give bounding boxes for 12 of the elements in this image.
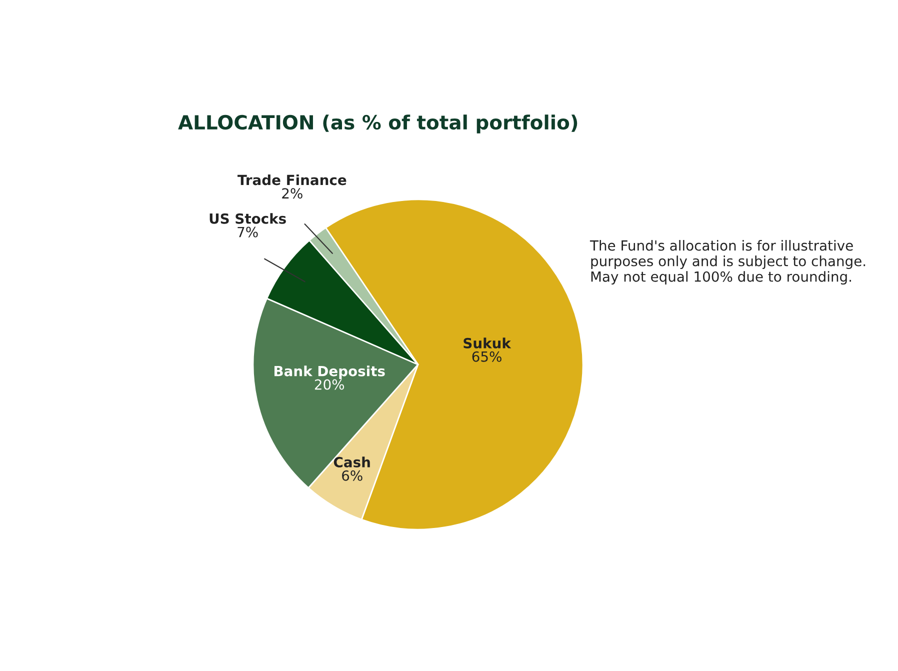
slice-label: Sukuk	[464, 338, 512, 348]
data-label: 2%	[282, 188, 302, 199]
data-label: 6%	[342, 470, 362, 481]
data-label: 7%	[238, 226, 258, 238]
chart-title: ALLOCATION (as % of total portfolio)	[178, 114, 578, 134]
data-label: 65%	[472, 351, 502, 362]
text: The Fund's allocation is for illustrative purposes only and is subject to change. May not equal 100% due to rounding.	[590, 240, 866, 285]
data-label: 20%	[314, 379, 344, 390]
slice-label: Cash	[334, 456, 370, 468]
slice-label: Bank Deposits	[274, 366, 385, 380]
slice-label: Trade Finance	[238, 174, 346, 186]
slice-label: US Stocks	[210, 213, 286, 224]
